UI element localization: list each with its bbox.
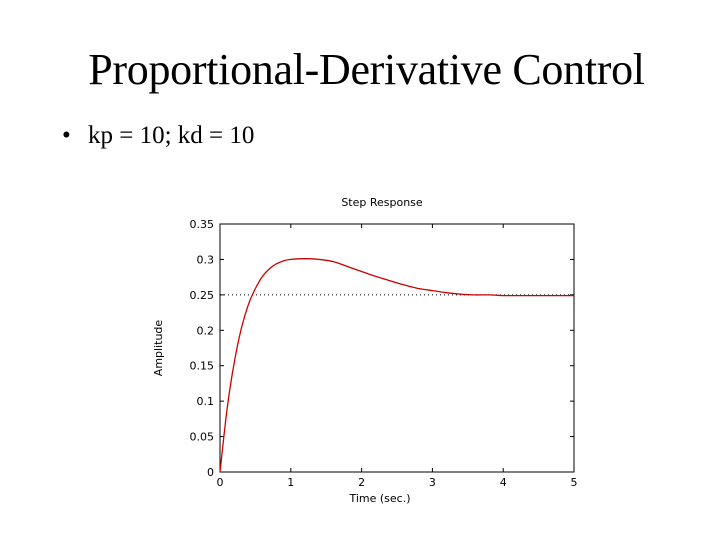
x-tick-label: 5 [571, 476, 578, 489]
x-tick-label: 0 [217, 476, 224, 489]
x-tick-label: 4 [500, 476, 507, 489]
y-tick-label: 0.05 [190, 431, 215, 444]
bullet-text: kp = 10; kd = 10 [88, 122, 255, 149]
y-tick-label: 0.15 [190, 360, 215, 373]
axis-tick-labels: 0 1 2 3 4 5 0 0.05 0.1 0.15 0.2 0.25 0.3 0.35 [190, 218, 578, 489]
y-axis-label: Amplitude [152, 320, 165, 377]
slide-title: Proportional-Derivative Control [88, 45, 645, 94]
x-tick-label: 3 [429, 476, 436, 489]
y-tick-label: 0.3 [197, 253, 215, 266]
chart-title: Step Response [341, 196, 423, 209]
y-tick-label: 0.25 [190, 289, 215, 302]
bullet-marker: • [62, 122, 71, 149]
x-tick-label: 2 [358, 476, 365, 489]
axis-ticks [219, 223, 575, 473]
y-tick-label: 0 [207, 466, 214, 479]
y-tick-label: 0.35 [190, 218, 215, 231]
x-tick-label: 1 [287, 476, 294, 489]
y-tick-label: 0.1 [197, 395, 215, 408]
plot-area [219, 223, 575, 473]
y-tick-label: 0.2 [197, 324, 215, 337]
step-response-curve [219, 258, 574, 473]
bullet-item: • kp = 10; kd = 10 [62, 118, 254, 154]
x-axis-label: Time (sec.) [348, 492, 410, 505]
